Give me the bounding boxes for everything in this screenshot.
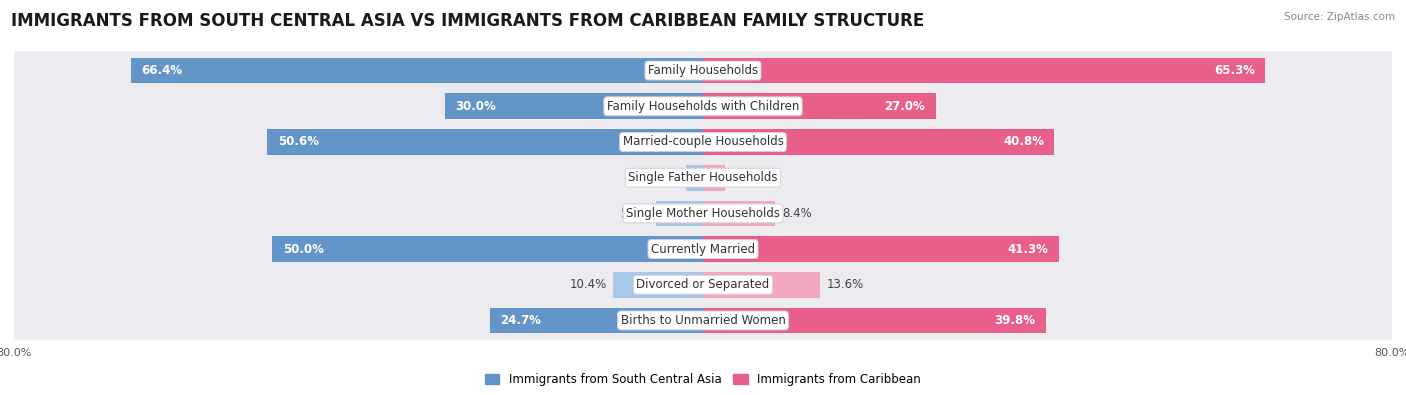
Text: 2.0%: 2.0% xyxy=(650,171,679,184)
FancyBboxPatch shape xyxy=(14,301,1392,340)
Text: Single Mother Households: Single Mother Households xyxy=(626,207,780,220)
FancyBboxPatch shape xyxy=(14,265,1392,304)
Text: Currently Married: Currently Married xyxy=(651,243,755,256)
Text: 65.3%: 65.3% xyxy=(1213,64,1256,77)
Bar xyxy=(267,129,703,155)
Text: 27.0%: 27.0% xyxy=(884,100,925,113)
Text: 13.6%: 13.6% xyxy=(827,278,865,291)
Text: 66.4%: 66.4% xyxy=(142,64,183,77)
Text: 2.5%: 2.5% xyxy=(731,171,761,184)
Bar xyxy=(703,236,1059,262)
Text: Births to Unmarried Women: Births to Unmarried Women xyxy=(620,314,786,327)
Bar xyxy=(491,308,703,333)
Bar xyxy=(703,201,775,226)
FancyBboxPatch shape xyxy=(14,51,1392,90)
Bar xyxy=(273,236,703,262)
FancyBboxPatch shape xyxy=(14,158,1392,197)
Bar xyxy=(444,94,703,119)
Bar xyxy=(703,58,1265,83)
Text: Family Households with Children: Family Households with Children xyxy=(607,100,799,113)
Text: 40.8%: 40.8% xyxy=(1002,135,1045,149)
Bar xyxy=(703,272,820,297)
Text: 8.4%: 8.4% xyxy=(782,207,813,220)
FancyBboxPatch shape xyxy=(14,87,1392,126)
Bar xyxy=(703,94,935,119)
Text: 5.4%: 5.4% xyxy=(620,207,650,220)
Text: Source: ZipAtlas.com: Source: ZipAtlas.com xyxy=(1284,12,1395,22)
Bar xyxy=(657,201,703,226)
Text: 50.0%: 50.0% xyxy=(283,243,323,256)
Text: 41.3%: 41.3% xyxy=(1008,243,1049,256)
Text: Single Father Households: Single Father Households xyxy=(628,171,778,184)
Text: Married-couple Households: Married-couple Households xyxy=(623,135,783,149)
Bar xyxy=(703,129,1054,155)
Legend: Immigrants from South Central Asia, Immigrants from Caribbean: Immigrants from South Central Asia, Immi… xyxy=(481,369,925,391)
Text: Family Households: Family Households xyxy=(648,64,758,77)
Text: 39.8%: 39.8% xyxy=(994,314,1035,327)
Bar xyxy=(131,58,703,83)
Text: 30.0%: 30.0% xyxy=(456,100,496,113)
Text: 24.7%: 24.7% xyxy=(501,314,541,327)
Bar xyxy=(703,308,1046,333)
Bar xyxy=(613,272,703,297)
Text: Divorced or Separated: Divorced or Separated xyxy=(637,278,769,291)
Text: 50.6%: 50.6% xyxy=(277,135,319,149)
Bar xyxy=(686,165,703,190)
FancyBboxPatch shape xyxy=(14,230,1392,268)
Bar xyxy=(703,165,724,190)
FancyBboxPatch shape xyxy=(14,194,1392,233)
Text: 10.4%: 10.4% xyxy=(569,278,606,291)
Text: IMMIGRANTS FROM SOUTH CENTRAL ASIA VS IMMIGRANTS FROM CARIBBEAN FAMILY STRUCTURE: IMMIGRANTS FROM SOUTH CENTRAL ASIA VS IM… xyxy=(11,12,925,30)
FancyBboxPatch shape xyxy=(14,123,1392,161)
